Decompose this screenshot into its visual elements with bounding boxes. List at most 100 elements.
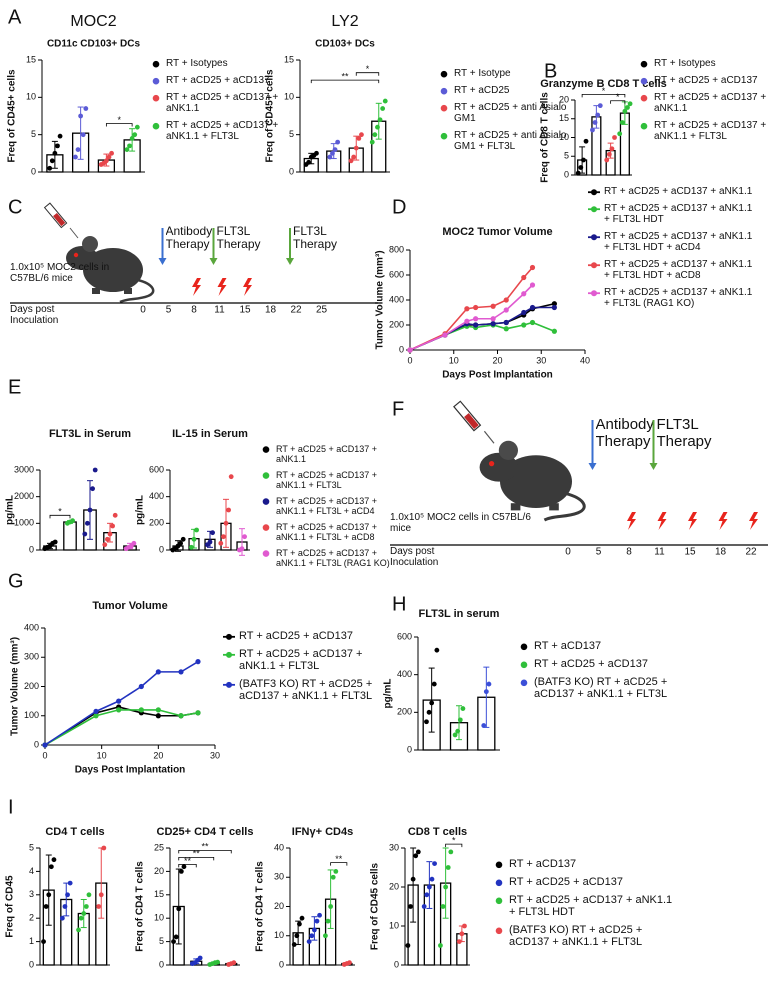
y-tick-label: 5 (289, 129, 294, 139)
y-tick-label: 0 (289, 166, 294, 176)
series-marker (93, 713, 99, 719)
syringe-needle (483, 430, 495, 444)
legend-label: RT + aCD25 + aCD137 (509, 876, 623, 888)
data-point (297, 921, 302, 927)
radiation-bolt (657, 512, 667, 530)
data-point (597, 103, 603, 109)
legend-dot (152, 77, 160, 85)
data-point (171, 939, 176, 944)
data-point (124, 147, 130, 153)
mouse-foot (124, 288, 132, 294)
legend-label: RT + aCD25 + aCD137 + aNK1.1 + FLT3L + a… (276, 522, 377, 543)
data-point (59, 915, 65, 921)
data-point (372, 132, 378, 138)
days-label: Days post Inoculation (10, 304, 59, 327)
y-tick-label: 0 (407, 744, 412, 754)
series-line (409, 321, 555, 351)
data-point (80, 132, 86, 138)
data-point (431, 681, 437, 687)
legend-label: (BATF3 KO) RT + aCD25 + aCD137 + aNK1.1 … (534, 676, 668, 701)
data-point (330, 150, 335, 156)
data-point (622, 108, 628, 114)
day-label: 25 (316, 305, 328, 316)
legend-label: RT + aCD25 + aCD137 (239, 630, 353, 642)
y-tick-label: 25 (154, 842, 164, 852)
data-point (75, 147, 81, 153)
therapy-arrowhead (286, 258, 294, 265)
y-tick-label: 0 (279, 959, 284, 969)
data-point (55, 143, 60, 149)
data-point (226, 507, 232, 513)
day-label: 0 (565, 547, 571, 558)
data-point (41, 939, 46, 944)
therapy-label: Antibody Therapy (165, 225, 213, 252)
x-tick-label: 10 (97, 750, 107, 760)
legend-label-box: RT + aCD25 + anti Asialo GM1 (454, 102, 567, 125)
x-tick-label: 10 (449, 355, 459, 365)
chart-title: LY2 (331, 13, 358, 30)
chart-title: FLT3L in serum (419, 608, 500, 620)
day-label: 22 (290, 305, 302, 316)
data-point (242, 534, 248, 540)
mouse-ear (82, 236, 98, 252)
therapy-arrowhead (209, 258, 218, 265)
data-point (127, 143, 132, 149)
y-tick-label: 400 (389, 294, 404, 304)
y-tick-label: 600 (389, 269, 404, 279)
legend-dot (262, 472, 270, 479)
legend-label: RT + aCD25 + aCD137 + aNK1.1 + FLT3L (276, 470, 377, 491)
data-point (110, 523, 115, 529)
series-marker (116, 698, 122, 704)
mouse-eye (488, 460, 495, 467)
day-label: 18 (715, 547, 727, 558)
data-point (311, 927, 317, 933)
data-point (380, 106, 386, 111)
data-point (432, 861, 437, 866)
syringe-fluid (53, 212, 66, 227)
data-point (105, 536, 110, 542)
day-label: 8 (191, 305, 197, 316)
therapy-arrowhead (649, 463, 658, 470)
y-tick-label: 20 (389, 881, 399, 891)
series-marker (490, 316, 496, 322)
data-point (70, 518, 75, 524)
data-point (223, 520, 229, 526)
mouse-tail (119, 278, 155, 304)
significance-bracket (610, 100, 626, 104)
series-marker (155, 707, 161, 713)
day-label: 8 (626, 547, 632, 558)
data-point (426, 884, 432, 890)
day-label: 5 (166, 305, 172, 316)
data-point (434, 647, 440, 653)
radiation-bolt (688, 512, 697, 530)
y-tick-label: 200 (24, 681, 39, 691)
series-marker (529, 264, 536, 271)
data-point (575, 170, 581, 176)
y-tick-label: 800 (389, 244, 404, 254)
syringe-needle (69, 227, 79, 239)
series-marker (521, 309, 527, 316)
y-tick-label: 10 (284, 92, 294, 102)
radiation-bolt (718, 512, 728, 530)
data-point (429, 700, 435, 706)
y-axis-label: pg/mL (383, 679, 394, 709)
y-axis-label: Freq of CD45 (5, 875, 16, 938)
y-tick-label: 1000 (14, 518, 34, 528)
data-point (333, 869, 339, 874)
y-tick-label: 300 (24, 652, 39, 662)
data-point (410, 876, 416, 882)
series-marker (138, 707, 144, 713)
data-point (459, 931, 465, 937)
legend-label-box: RT + aCD25 + aCD137 + aNK1.1 (604, 186, 752, 197)
data-point (590, 127, 595, 133)
legend-label-box: (BATF3 KO) RT + aCD25 + aCD137 + aNK1.1 … (509, 924, 642, 948)
data-point (215, 959, 221, 965)
panel-letter: E (8, 376, 21, 398)
data-point (132, 132, 138, 138)
bar (63, 521, 77, 551)
therapy-arrowhead (158, 258, 167, 265)
legend-label: RT + aCD25 + anti Asialo GM1 (454, 102, 567, 125)
data-point (606, 151, 612, 157)
panel-letter: F (392, 398, 404, 420)
legend-label: RT + aCD25 + aCD137 + aNK1.1 + FLT3L + a… (276, 496, 377, 517)
